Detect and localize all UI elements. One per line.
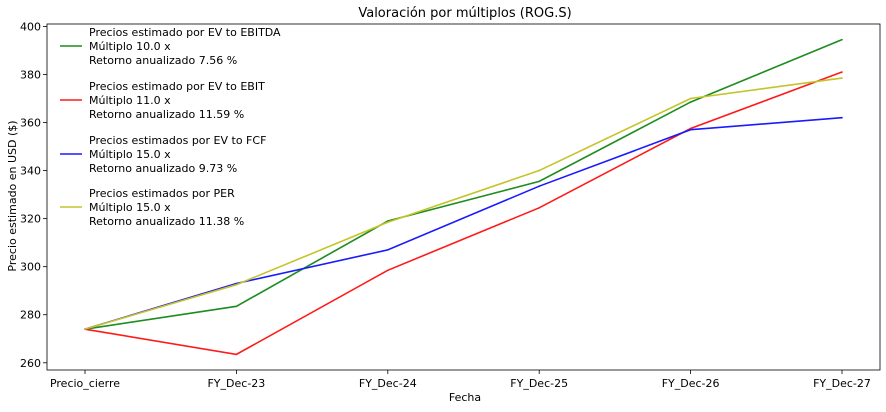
legend-entry-text: Múltiplo 15.0 x xyxy=(89,201,171,214)
data-point xyxy=(841,116,843,119)
legend-entry-text: Retorno anualizado 9.73 % xyxy=(89,162,237,175)
plot-area xyxy=(46,23,881,371)
x-axis-label: Fecha xyxy=(449,391,481,404)
x-axis: Precio_cierre FY_Dec-23 FY_Dec-24 FY_Dec-25… xyxy=(50,370,871,390)
legend-entry-text: Retorno anualizado 11.59 % xyxy=(89,108,244,121)
x-tick-label: FY_Dec-26 xyxy=(662,377,720,390)
data-point xyxy=(538,185,540,187)
y-axis: 260 280 300 320 340 360 380 400 xyxy=(20,20,47,370)
legend: Precios estimado por EV to EBITDAMúltipl… xyxy=(60,26,281,228)
data-point xyxy=(689,128,692,131)
data-point xyxy=(841,77,843,79)
data-point xyxy=(387,221,389,224)
legend-entry-text: Múltiplo 11.0 x xyxy=(89,94,171,107)
y-tick-label: 320 xyxy=(20,213,41,226)
legend-entry-text: Retorno anualizado 7.56 % xyxy=(89,54,237,67)
data-point xyxy=(689,97,692,100)
data-point xyxy=(387,269,389,272)
series-line-1 xyxy=(84,71,843,356)
x-tick-label: FY_Dec-25 xyxy=(510,377,568,390)
legend-entry-text: Precios estimados por EV to FCF xyxy=(89,134,266,147)
data-point xyxy=(538,180,540,183)
data-point xyxy=(235,283,238,286)
y-tick-label: 340 xyxy=(20,165,41,178)
legend-entry-text: Precios estimado por EV to EBITDA xyxy=(89,26,281,39)
data-point xyxy=(538,169,540,172)
legend-entry-text: Múltiplo 15.0 x xyxy=(89,148,171,161)
data-point xyxy=(689,101,692,103)
chart-title: Valoración por múltiplos (ROG.S) xyxy=(358,6,571,21)
legend-entry-text: Precios estimado por EV to EBIT xyxy=(89,80,265,93)
y-tick-label: 300 xyxy=(20,261,41,274)
y-tick-label: 260 xyxy=(20,357,41,370)
x-tick-label: FY_Dec-23 xyxy=(207,377,265,390)
y-axis-label: Precio estimado en USD ($) xyxy=(6,120,19,271)
x-tick-label: Precio_cierre xyxy=(50,377,120,390)
data-point xyxy=(235,353,238,356)
x-tick-label: FY_Dec-27 xyxy=(813,377,871,390)
legend-entry-text: Precios estimados por PER xyxy=(89,187,235,200)
x-tick-label: FY_Dec-24 xyxy=(359,377,417,390)
data-point xyxy=(387,249,389,251)
y-tick-label: 400 xyxy=(20,20,41,33)
y-tick-label: 380 xyxy=(20,68,41,81)
series-lines xyxy=(84,38,843,356)
series-line-2 xyxy=(84,116,843,330)
legend-entry-text: Múltiplo 10.0 x xyxy=(89,40,171,53)
data-point xyxy=(84,328,86,330)
series-line-3 xyxy=(84,77,843,330)
data-point xyxy=(235,305,238,308)
data-point xyxy=(841,38,843,41)
series-line-0 xyxy=(84,38,843,330)
data-point xyxy=(841,71,843,73)
data-point xyxy=(538,207,540,209)
y-tick-label: 280 xyxy=(20,309,41,322)
y-tick-label: 360 xyxy=(20,117,41,130)
legend-entry-text: Retorno anualizado 11.38 % xyxy=(89,215,244,228)
